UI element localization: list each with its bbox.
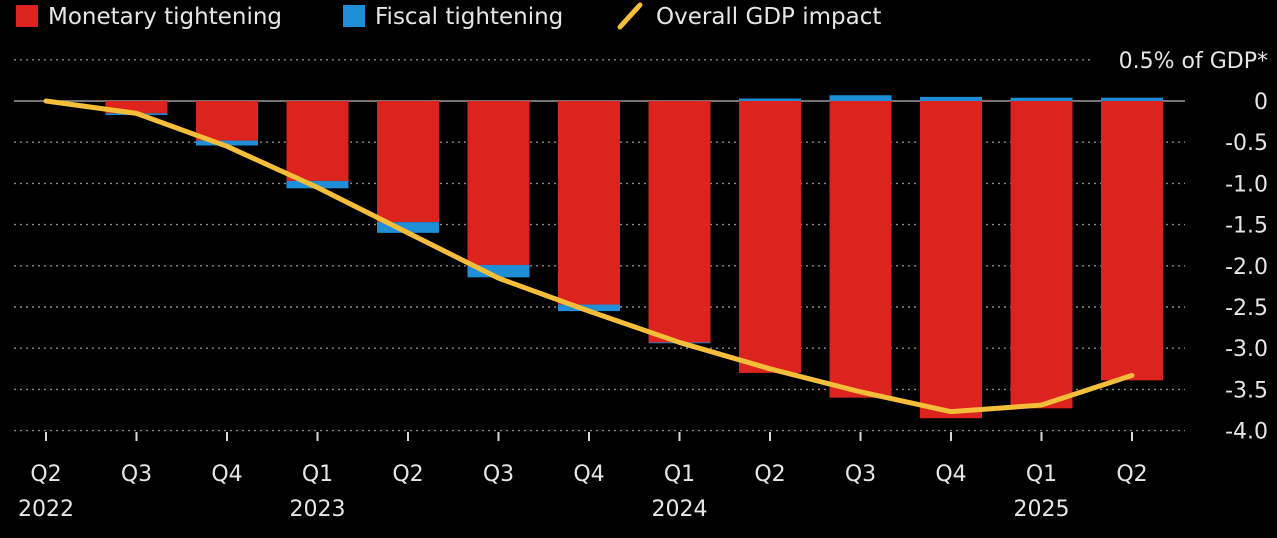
x-tick-label: Q1 [664,462,695,487]
x-tick-label: Q2 [392,462,423,487]
bar-monetary [558,101,620,305]
y-unit-label: 0.5% of GDP* [1119,49,1268,74]
x-tick-label: Q3 [845,462,876,487]
bar-monetary [920,101,982,419]
x-tick-label: Q3 [483,462,514,487]
y-tick-label: -2.5 [1225,296,1268,321]
bar-fiscal [196,140,258,146]
bars [105,95,1163,419]
bar-fiscal [920,96,982,101]
legend-label-overall: Overall GDP impact [656,4,881,30]
bar-fiscal [377,222,439,233]
bar-fiscal [739,98,801,101]
legend: Monetary tightening Fiscal tightening Ov… [16,2,881,30]
bar-monetary [739,101,801,373]
x-tick-label: Q4 [935,462,966,487]
legend-swatch-monetary [16,5,38,27]
legend-label-fiscal: Fiscal tightening [375,4,563,30]
bar-monetary [829,101,892,398]
bar-monetary [1101,101,1163,381]
x-axis: Q2 Q3 Q4 Q1 Q2 Q3 Q4 Q1 Q2 Q3 Q4 Q1 Q2 2022 2023 2024 20… [18,432,1148,522]
bar-fiscal [1010,97,1073,101]
y-tick-label: -3.0 [1225,337,1268,362]
y-axis: 0.5% of GDP* 0 -0.5 -1.0 -1.5 -2.0 -2.5 -3.0 -3… [1119,49,1268,445]
x-year-label: 2024 [652,497,708,522]
y-tick-label: -1.5 [1225,214,1268,239]
x-tick-label: Q4 [211,462,242,487]
x-year-label: 2023 [290,497,346,522]
x-tick-label: Q1 [1026,462,1057,487]
overall-gdp-line [43,98,1135,415]
legend-swatch-overall [617,2,643,30]
x-year-label: 2025 [1014,497,1070,522]
bar-monetary [196,101,258,141]
y-tick-label: -3.5 [1225,378,1268,403]
bar-monetary [1010,101,1073,409]
x-tick-label: Q2 [30,462,61,487]
x-tick-label: Q4 [573,462,604,487]
overall-line [43,98,1135,415]
bar-fiscal [558,304,620,312]
x-tick-label: Q1 [302,462,333,487]
x-tick-label: Q2 [1116,462,1147,487]
bar-monetary [648,101,711,343]
y-tick-label: -0.5 [1225,131,1268,156]
legend-label-monetary: Monetary tightening [48,4,282,30]
bar-monetary [286,101,349,181]
x-year-label: 2022 [18,497,74,522]
bar-fiscal [286,180,349,189]
bar-fiscal [1101,97,1163,101]
bar-monetary [467,101,530,265]
y-tick-label: 0 [1254,90,1268,115]
x-tick-label: Q3 [121,462,152,487]
y-tick-label: -1.0 [1225,172,1268,197]
bar-fiscal [829,95,892,101]
x-tick-label: Q2 [754,462,785,487]
legend-swatch-fiscal [343,5,365,27]
y-tick-label: -2.0 [1225,255,1268,280]
bar-monetary [377,101,439,223]
y-tick-label: -4.0 [1225,420,1268,445]
